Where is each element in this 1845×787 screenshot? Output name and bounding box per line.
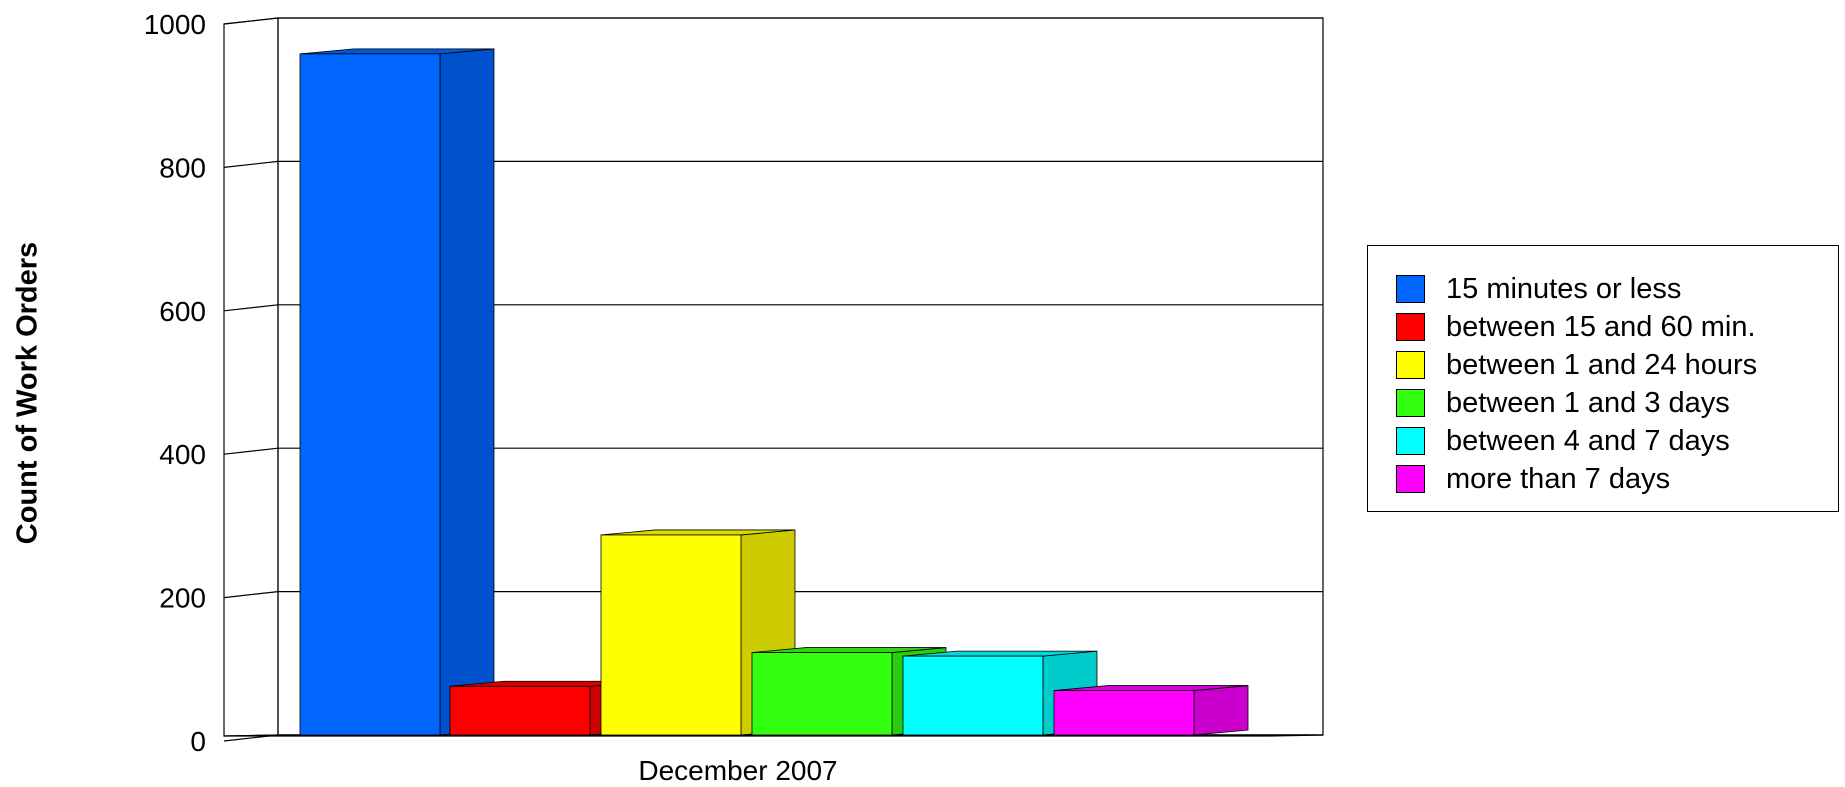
gridline-side xyxy=(223,734,279,742)
legend-swatch xyxy=(1396,465,1425,493)
legend-item: more than 7 days xyxy=(1396,460,1838,498)
legend-label: 15 minutes or less xyxy=(1446,272,1682,305)
legend-item: between 15 and 60 min. xyxy=(1396,308,1838,346)
chart-bars xyxy=(299,48,1249,736)
bar-front xyxy=(299,53,441,736)
legend-swatch xyxy=(1396,313,1425,341)
bar-front xyxy=(600,534,742,736)
gridline-side xyxy=(223,304,279,312)
bar-front xyxy=(751,652,893,736)
legend-swatch xyxy=(1396,351,1425,379)
bar-front xyxy=(1053,690,1195,736)
legend-label: between 4 and 7 days xyxy=(1446,424,1730,457)
bar-side xyxy=(439,48,495,736)
legend-item: 15 minutes or less xyxy=(1396,270,1838,308)
bar-front xyxy=(449,685,591,736)
y-tick-label: 400 xyxy=(159,439,206,470)
gridline-side xyxy=(223,160,279,168)
gridline-side xyxy=(223,17,279,25)
legend-item: between 4 and 7 days xyxy=(1396,422,1838,460)
y-tick-labels: 0 200 400 600 800 1000 xyxy=(144,9,206,757)
y-tick-label: 1000 xyxy=(144,9,206,40)
y-tick-label: 200 xyxy=(159,583,206,614)
legend-label: between 1 and 24 hours xyxy=(1446,348,1758,381)
legend-item: between 1 and 3 days xyxy=(1396,384,1838,422)
y-tick-label: 800 xyxy=(159,152,206,183)
legend-label: more than 7 days xyxy=(1446,462,1671,495)
gridline-side xyxy=(223,591,279,599)
bar xyxy=(299,48,495,736)
y-axis-title: Count of Work Orders xyxy=(11,241,44,545)
chart-legend: 15 minutes or less between 15 and 60 min.… xyxy=(1367,245,1839,512)
legend-items: 15 minutes or less between 15 and 60 min.… xyxy=(1396,270,1838,498)
bar-front xyxy=(902,655,1044,736)
legend-item: between 1 and 24 hours xyxy=(1396,346,1838,384)
side-wall xyxy=(223,17,279,737)
legend-label: between 15 and 60 min. xyxy=(1446,310,1756,343)
legend-label: between 1 and 3 days xyxy=(1446,386,1730,419)
legend-swatch xyxy=(1396,275,1425,303)
legend-swatch xyxy=(1396,427,1425,455)
y-tick-label: 600 xyxy=(159,296,206,327)
bar-side xyxy=(1193,685,1249,736)
y-tick-label: 0 xyxy=(190,726,206,757)
bar xyxy=(1053,685,1249,736)
x-category-label: December 2007 xyxy=(638,755,838,786)
legend-swatch xyxy=(1396,389,1425,417)
gridline-side xyxy=(223,447,279,455)
